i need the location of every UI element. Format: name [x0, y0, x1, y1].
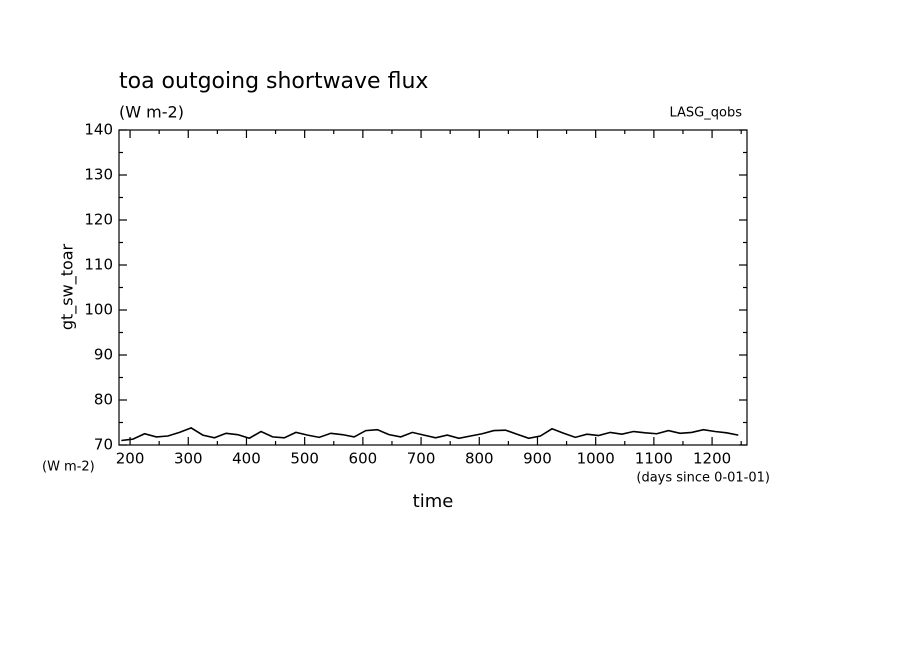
chart-title: toa outgoing shortwave flux [119, 69, 428, 94]
x-tick-label: 200 [116, 450, 145, 468]
y-tick-label: 100 [84, 301, 113, 319]
x-tick-label: 1100 [635, 450, 673, 468]
x-tick-label: 1200 [693, 450, 731, 468]
y-tick-label: 110 [84, 256, 113, 274]
y-units: (W m-2) [42, 460, 95, 475]
y-tick-label: 140 [84, 121, 113, 139]
x-tick-label: 900 [523, 450, 552, 468]
y-tick-label: 80 [94, 391, 113, 409]
y-tick-label: 70 [94, 436, 113, 454]
x-units: (days since 0-01-01) [636, 471, 770, 486]
x-tick-label: 700 [407, 450, 436, 468]
plot-frame [118, 129, 748, 446]
y-axis-label: gt_sw_toar [58, 243, 78, 330]
y-tick-label: 120 [84, 211, 113, 229]
x-tick-label: 300 [174, 450, 203, 468]
x-tick-label: 500 [290, 450, 319, 468]
data-line [121, 427, 739, 442]
x-tick-label: 400 [232, 450, 261, 468]
x-axis-label: time [413, 491, 454, 512]
y-tick-label: 90 [94, 346, 113, 364]
source-label: LASG_qobs [670, 106, 743, 121]
x-tick-label: 800 [465, 450, 494, 468]
chart-subtitle: (W m-2) [119, 103, 184, 122]
x-tick-label: 1000 [577, 450, 615, 468]
y-tick-label: 130 [84, 166, 113, 184]
x-tick-label: 600 [349, 450, 378, 468]
